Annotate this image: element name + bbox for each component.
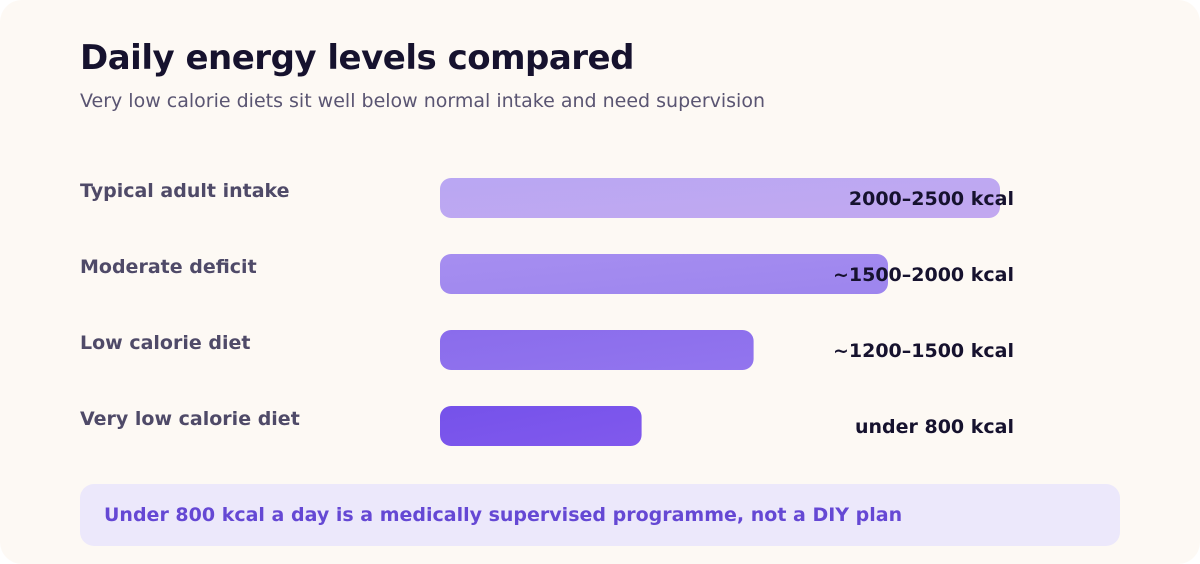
supervision-note-text: Under 800 kcal a day is a medically supe… xyxy=(104,504,903,526)
bar-chart: Typical adult intake 2000–2500 kcal Modera… xyxy=(80,178,1014,446)
bars-layer: Typical adult intake 2000–2500 kcal Modera… xyxy=(80,178,1014,446)
category-label: Moderate deficit xyxy=(80,256,257,278)
supervision-note: Under 800 kcal a day is a medically supe… xyxy=(80,484,1120,546)
bar xyxy=(440,178,1000,218)
value-label: 2000–2500 kcal xyxy=(849,188,1014,210)
bar xyxy=(440,330,754,370)
value-label: under 800 kcal xyxy=(855,416,1014,438)
value-label: ~1200–1500 kcal xyxy=(833,340,1014,362)
bar xyxy=(440,254,888,294)
chart-subtitle: Very low calorie diets sit well below no… xyxy=(80,90,766,112)
category-label: Typical adult intake xyxy=(80,180,290,202)
chart-title: Daily energy levels compared xyxy=(80,38,634,78)
bar xyxy=(440,406,642,446)
category-label: Low calorie diet xyxy=(80,332,250,354)
category-label: Very low calorie diet xyxy=(80,408,300,430)
value-label: ~1500–2000 kcal xyxy=(833,264,1014,286)
